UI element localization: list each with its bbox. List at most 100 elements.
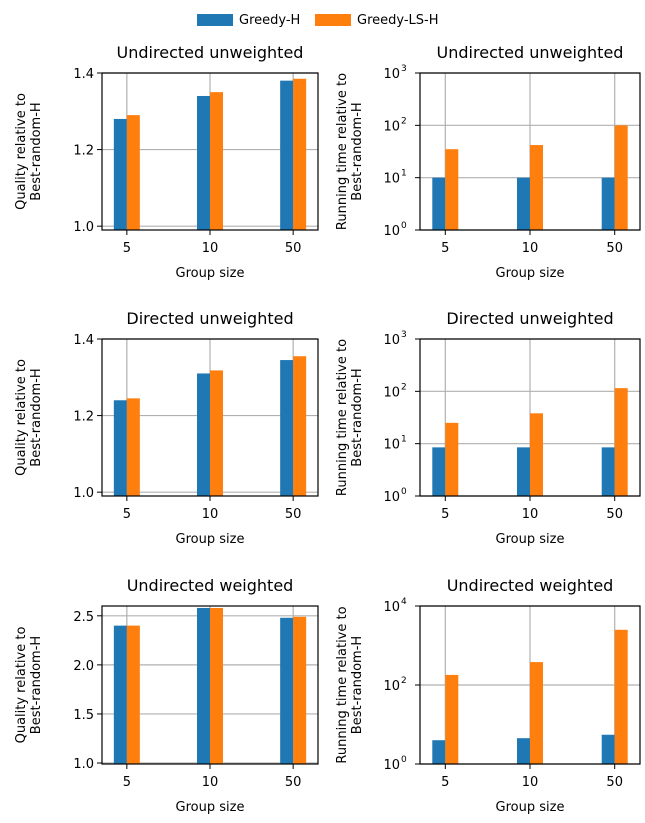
x-tick-label-50: 50 (285, 241, 302, 256)
y-tick-label-0: 1.0 (73, 220, 94, 235)
y-tick-label-3: 2.5 (73, 610, 94, 625)
chart-title: Directed unweighted (126, 309, 293, 328)
x-tick-label-5: 5 (441, 507, 449, 522)
y-tick-label-2: 1.4 (73, 333, 94, 348)
chart-title: Undirected unweighted (437, 43, 624, 62)
bar-greedy-h-10 (197, 373, 210, 496)
bar-greedy-ls-h-50 (614, 388, 628, 496)
x-tick-label-10: 10 (522, 775, 539, 790)
y-tick-label-2: 10 (383, 119, 400, 134)
bar-greedy-ls-h-5 (126, 398, 140, 496)
y-tick-label-0: 10 (383, 758, 400, 773)
y-tick-label-1: 1.2 (73, 410, 94, 425)
bar-greedy-ls-h-10 (530, 662, 543, 764)
x-axis-label: Group size (176, 800, 245, 815)
chart-title: Undirected weighted (447, 576, 614, 595)
x-tick-label-50: 50 (606, 775, 623, 790)
y-tick-label-3: 10 (383, 67, 400, 82)
y-axis-label-line-2: Best-random-H (350, 368, 365, 466)
y-tick-exp-3: 3 (401, 330, 407, 340)
y-axis-label-line-1: Running time relative to (335, 339, 350, 496)
y-tick-exp-3: 3 (401, 64, 407, 74)
bar-greedy-h-5 (432, 740, 446, 764)
y-tick-label-1: 10 (383, 172, 400, 187)
x-tick-label-50: 50 (606, 507, 623, 522)
y-tick-exp-2: 2 (401, 382, 407, 392)
legend: Greedy-H Greedy-LS-H (0, 8, 645, 32)
bar-greedy-ls-h-10 (530, 145, 543, 230)
bar-greedy-ls-h-5 (126, 115, 140, 230)
bar-greedy-h-5 (113, 118, 127, 230)
legend-swatch-greedy-ls-h (315, 14, 351, 26)
bar-greedy-h-50 (601, 177, 615, 230)
bar-greedy-h-5 (432, 447, 446, 496)
bar-greedy-h-50 (601, 447, 615, 496)
y-tick-label-0: 1.0 (73, 486, 94, 501)
bar-greedy-h-5 (113, 400, 127, 496)
y-axis-label-line-1: Quality relative to (14, 627, 29, 744)
y-tick-label-2: 2.0 (73, 659, 94, 674)
bar-greedy-h-5 (432, 177, 446, 230)
bar-greedy-ls-h-50 (614, 629, 628, 764)
bar-greedy-h-10 (517, 177, 530, 230)
y-tick-label-1: 1.5 (73, 708, 94, 723)
bar-greedy-h-10 (517, 738, 530, 764)
bar-greedy-ls-h-5 (445, 422, 459, 496)
y-tick-exp-2: 2 (401, 116, 407, 126)
y-tick-label-0: 10 (383, 490, 400, 505)
legend-item-greedy-h: Greedy-H (197, 11, 300, 29)
bar-greedy-ls-h-10 (210, 92, 223, 231)
bar-greedy-ls-h-50 (293, 356, 307, 496)
y-axis-label-line-2: Best-random-H (350, 636, 365, 734)
x-tick-label-50: 50 (285, 507, 302, 522)
x-axis-label: Group size (176, 532, 245, 547)
chart-title: Undirected weighted (127, 576, 294, 595)
bar-greedy-ls-h-5 (445, 674, 459, 764)
x-tick-label-10: 10 (522, 507, 539, 522)
bar-greedy-h-10 (197, 607, 210, 764)
bar-greedy-ls-h-50 (293, 616, 307, 764)
x-axis-label: Group size (176, 266, 245, 281)
y-tick-label-2: 1.4 (73, 67, 94, 82)
bar-greedy-ls-h-5 (445, 149, 459, 230)
y-tick-exp-1: 1 (401, 435, 407, 445)
y-tick-label-0: 1.0 (73, 757, 94, 772)
y-axis-label-line-2: Best-random-H (29, 636, 44, 734)
bar-greedy-h-50 (601, 734, 615, 764)
x-axis-label: Group size (496, 800, 565, 815)
y-tick-label-1: 10 (383, 438, 400, 453)
bar-greedy-ls-h-5 (126, 625, 140, 764)
legend-label-greedy-ls-h: Greedy-LS-H (357, 12, 439, 28)
y-tick-exp-1: 2 (401, 676, 407, 686)
legend-item-greedy-ls-h: Greedy-LS-H (315, 11, 439, 29)
y-axis-label-line-1: Quality relative to (14, 359, 29, 476)
x-tick-label-10: 10 (522, 241, 539, 256)
y-axis-label-line-2: Best-random-H (350, 102, 365, 200)
x-axis-label: Group size (496, 266, 565, 281)
y-tick-exp-0: 0 (401, 221, 407, 231)
x-tick-label-10: 10 (202, 775, 219, 790)
y-tick-exp-0: 0 (401, 487, 407, 497)
x-axis-label: Group size (496, 532, 565, 547)
y-axis-label-line-2: Best-random-H (29, 102, 44, 200)
y-tick-label-3: 10 (383, 333, 400, 348)
x-tick-label-5: 5 (441, 775, 449, 790)
y-tick-label-1: 1.2 (73, 144, 94, 159)
bar-greedy-h-10 (197, 95, 210, 230)
bar-greedy-ls-h-10 (210, 607, 223, 764)
bar-greedy-ls-h-10 (210, 370, 223, 496)
x-tick-label-10: 10 (202, 241, 219, 256)
x-tick-label-5: 5 (123, 775, 131, 790)
y-tick-label-2: 10 (383, 600, 400, 615)
legend-label-greedy-h: Greedy-H (239, 12, 301, 28)
y-tick-exp-0: 0 (401, 755, 407, 765)
chart-title: Undirected unweighted (117, 43, 304, 62)
y-axis-label-line-1: Quality relative to (14, 93, 29, 210)
y-axis-label-line-1: Running time relative to (335, 606, 350, 763)
bar-greedy-h-50 (280, 360, 294, 496)
x-tick-label-5: 5 (123, 241, 131, 256)
bar-greedy-ls-h-50 (614, 125, 628, 230)
bar-greedy-h-50 (280, 617, 294, 764)
y-tick-label-0: 10 (383, 224, 400, 239)
y-tick-exp-2: 4 (401, 597, 407, 607)
